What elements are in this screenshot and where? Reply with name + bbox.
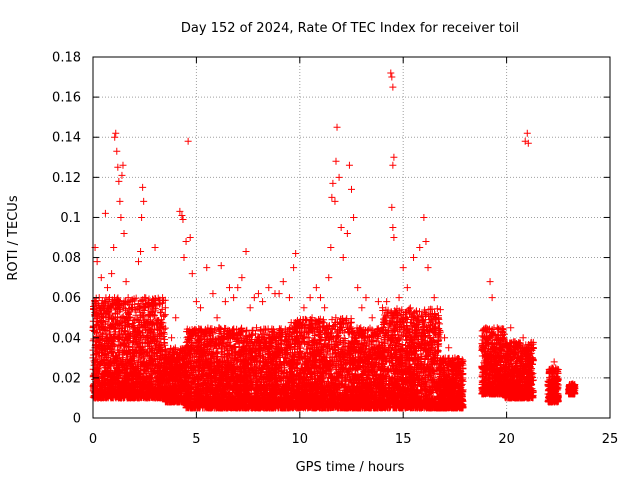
data-points <box>89 69 579 412</box>
data-point <box>140 332 148 340</box>
data-point <box>157 308 165 316</box>
data-point <box>161 311 169 319</box>
chart-title: Day 152 of 2024, Rate Of TEC Index for r… <box>181 21 519 36</box>
data-point <box>102 330 110 338</box>
